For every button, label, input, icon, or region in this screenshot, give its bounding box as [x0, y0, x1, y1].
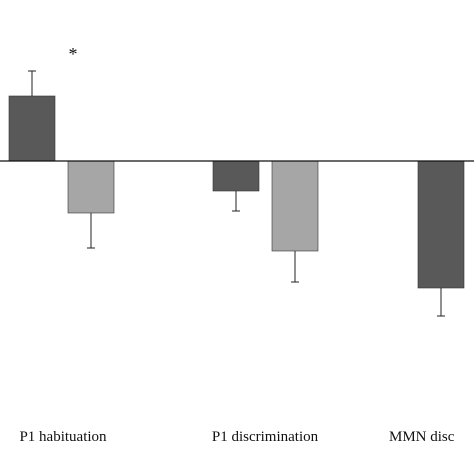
bar-series-1-cat-0 [67, 160, 115, 214]
bar-series-1-cat-1 [271, 160, 319, 252]
category-labels-layer: P1 habituation P1 discrimination MMN dis… [19, 429, 454, 445]
category-label-p1-habituation: P1 habituation [19, 429, 107, 445]
error-bars-layer [28, 70, 445, 317]
category-label-p1-discrimination: P1 discrimination [212, 429, 319, 445]
bar-series-0-cat-1 [212, 160, 260, 192]
error-bar-series-0-cat-0 [28, 70, 36, 96]
bar-series-0-cat-0 [8, 95, 56, 162]
error-bar-series-0-cat-2 [437, 288, 445, 317]
error-bar-series-0-cat-1 [232, 191, 240, 212]
error-bar-series-1-cat-1 [291, 251, 299, 283]
significance-asterisk: * [69, 44, 78, 64]
category-label-mmn-disc: MMN disc [389, 429, 455, 445]
error-bar-series-1-cat-0 [87, 213, 95, 249]
bar-series-0-cat-2 [417, 160, 465, 289]
